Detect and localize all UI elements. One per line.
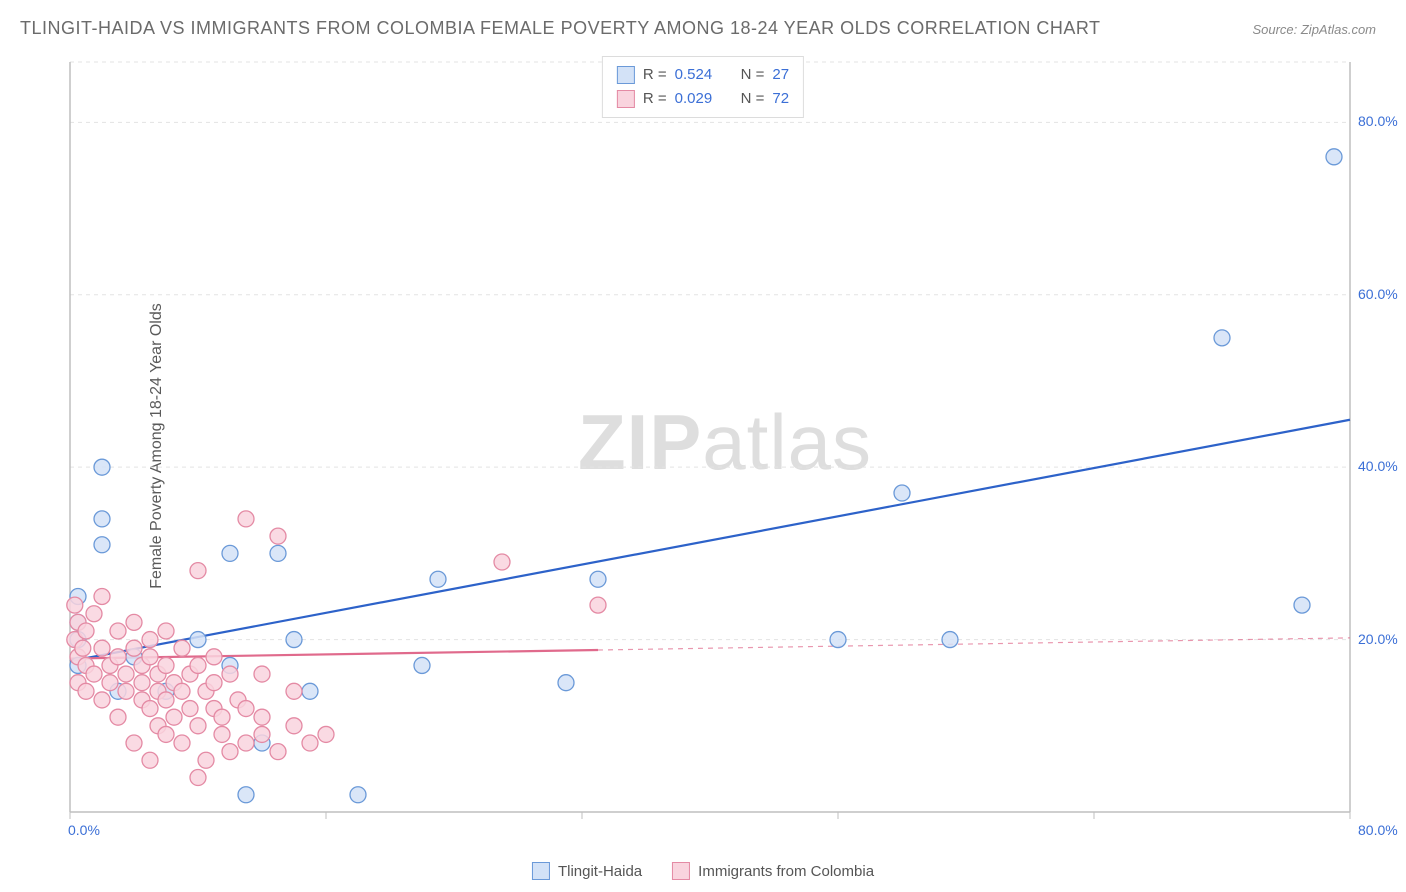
legend-top-row-0: R = 0.524 N = 27: [617, 63, 789, 87]
source-label: Source: ZipAtlas.com: [1252, 22, 1376, 37]
legend-top: R = 0.524 N = 27 R = 0.029 N = 72: [602, 56, 804, 118]
legend-r-label: R =: [643, 87, 667, 111]
legend-bottom: Tlingit-Haida Immigrants from Colombia: [532, 862, 874, 880]
legend-n-value: 27: [772, 63, 789, 87]
axis-tick-label: 80.0%: [1358, 822, 1398, 838]
legend-bottom-item-1: Immigrants from Colombia: [672, 862, 874, 880]
legend-bottom-label: Immigrants from Colombia: [698, 863, 874, 880]
legend-swatch-icon: [617, 90, 635, 108]
legend-bottom-label: Tlingit-Haida: [558, 863, 642, 880]
axis-tick-label: 20.0%: [1358, 631, 1398, 647]
plot-area: ZIPatlas: [60, 52, 1390, 842]
legend-swatch-icon: [532, 862, 550, 880]
legend-swatch-icon: [617, 66, 635, 84]
legend-top-row-1: R = 0.029 N = 72: [617, 87, 789, 111]
axis-tick-label: 40.0%: [1358, 458, 1398, 474]
axis-tick-label: 80.0%: [1358, 113, 1398, 129]
legend-r-value: 0.029: [675, 87, 725, 111]
chart-title: TLINGIT-HAIDA VS IMMIGRANTS FROM COLOMBI…: [20, 18, 1101, 39]
chart-svg: [60, 52, 1390, 842]
legend-n-label: N =: [741, 87, 765, 111]
legend-r-label: R =: [643, 63, 667, 87]
axis-tick-label: 0.0%: [68, 822, 100, 838]
axis-tick-label: 60.0%: [1358, 286, 1398, 302]
legend-n-label: N =: [741, 63, 765, 87]
legend-n-value: 72: [772, 87, 789, 111]
legend-swatch-icon: [672, 862, 690, 880]
legend-bottom-item-0: Tlingit-Haida: [532, 862, 642, 880]
legend-r-value: 0.524: [675, 63, 725, 87]
